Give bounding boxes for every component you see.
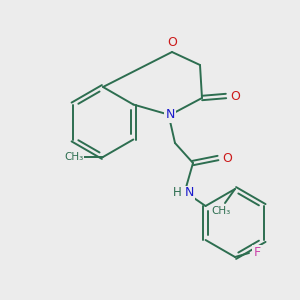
Text: O: O [222, 152, 232, 164]
Text: CH₃: CH₃ [212, 206, 231, 216]
Text: N: N [184, 187, 194, 200]
Text: O: O [167, 37, 177, 50]
Text: H: H [172, 187, 182, 200]
Text: O: O [230, 89, 240, 103]
Text: CH₃: CH₃ [64, 152, 84, 162]
Text: F: F [254, 245, 261, 259]
Text: N: N [165, 109, 175, 122]
